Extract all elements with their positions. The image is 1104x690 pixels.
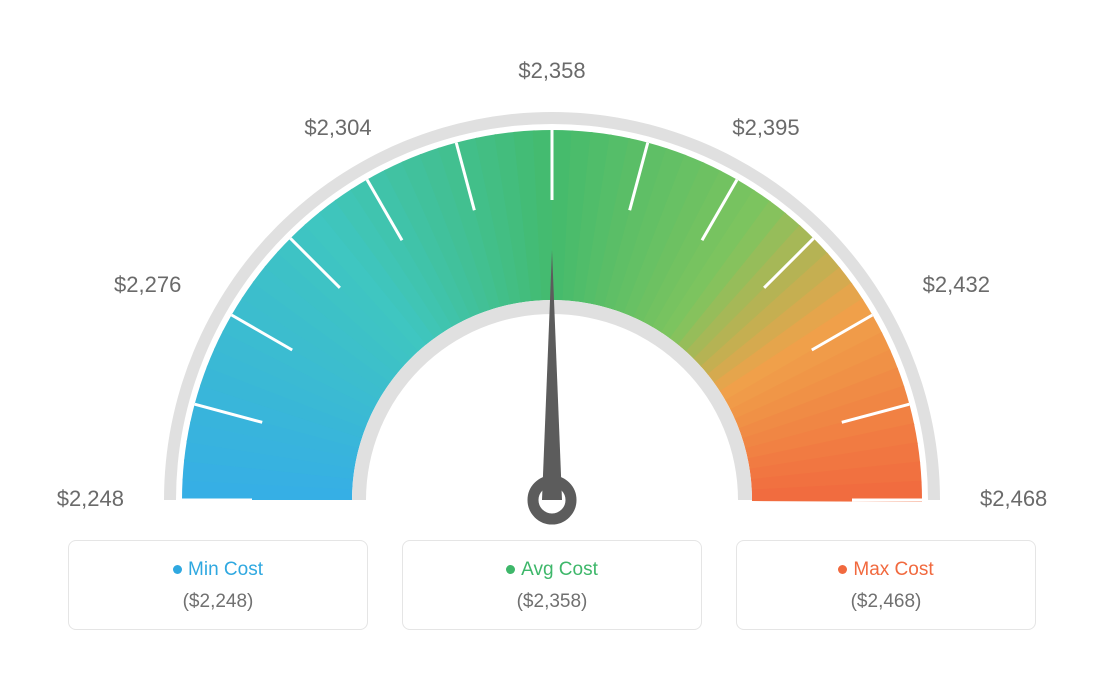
avg-dot-icon [506, 565, 515, 574]
gauge-tick-label: $2,468 [980, 486, 1047, 511]
gauge-svg: $2,248 $2,276 $2,304 $2,358 $2,395 $2,432 $2,4… [52, 20, 1052, 540]
min-dot-icon [173, 565, 182, 574]
avg-cost-title: Avg Cost [427, 559, 677, 581]
gauge-tick-label: $2,358 [518, 58, 585, 83]
min-cost-title: Min Cost [93, 559, 343, 581]
max-cost-card: Max Cost ($2,468) [736, 540, 1036, 630]
gauge-tick-label: $2,304 [304, 115, 371, 140]
cost-gauge-chart: $2,248 $2,276 $2,304 $2,358 $2,395 $2,432 $2,4… [52, 20, 1052, 540]
min-cost-card: Min Cost ($2,248) [68, 540, 368, 630]
gauge-tick-label: $2,276 [114, 272, 181, 297]
gauge-tick-label: $2,248 [57, 486, 124, 511]
avg-cost-label: Avg Cost [521, 559, 598, 580]
legend-row: Min Cost ($2,248) Avg Cost ($2,358) Max … [40, 540, 1064, 630]
max-cost-label: Max Cost [853, 559, 933, 580]
avg-cost-value: ($2,358) [427, 591, 677, 613]
max-cost-title: Max Cost [761, 559, 1011, 581]
min-cost-value: ($2,248) [93, 591, 343, 613]
gauge-tick-label: $2,395 [732, 115, 799, 140]
max-cost-value: ($2,468) [761, 591, 1011, 613]
min-cost-label: Min Cost [188, 559, 263, 580]
gauge-tick-label: $2,432 [923, 272, 990, 297]
avg-cost-card: Avg Cost ($2,358) [402, 540, 702, 630]
max-dot-icon [838, 565, 847, 574]
